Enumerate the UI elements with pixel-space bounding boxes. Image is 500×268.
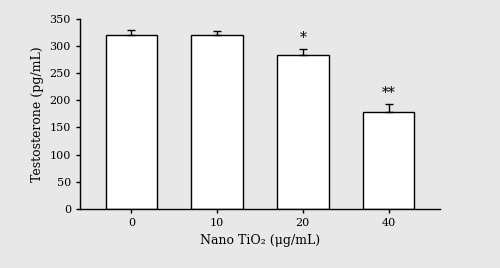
Bar	[363, 112, 414, 209]
Y-axis label: Testosterone (pg/mL): Testosterone (pg/mL)	[31, 46, 44, 182]
X-axis label: Nano TiO₂ (μg/mL): Nano TiO₂ (μg/mL)	[200, 234, 320, 247]
Bar	[106, 35, 157, 209]
Text: **: **	[382, 86, 396, 100]
Bar	[277, 55, 328, 209]
Bar	[192, 35, 243, 209]
Text: *: *	[300, 31, 306, 45]
